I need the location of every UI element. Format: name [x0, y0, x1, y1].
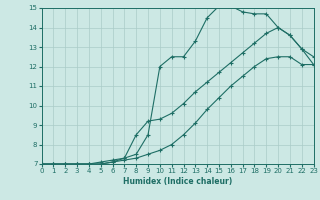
- X-axis label: Humidex (Indice chaleur): Humidex (Indice chaleur): [123, 177, 232, 186]
